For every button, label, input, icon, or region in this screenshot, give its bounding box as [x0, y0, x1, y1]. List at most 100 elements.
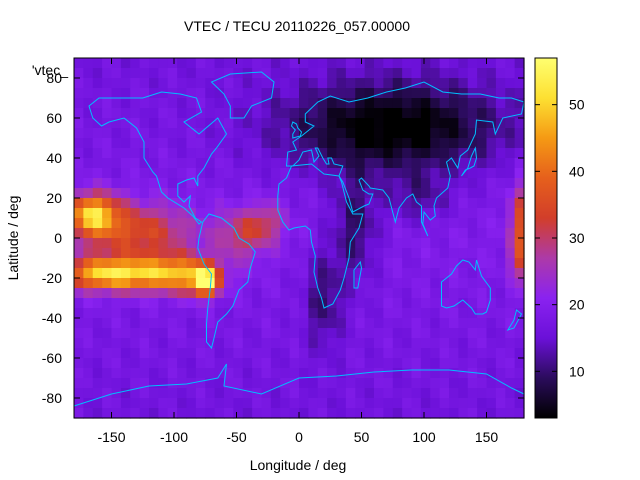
- heatmap-cell: [111, 178, 122, 189]
- heatmap-cell: [252, 398, 263, 409]
- heatmap-cell: [177, 298, 188, 309]
- heatmap-cell: [111, 218, 122, 229]
- heatmap-cell: [364, 408, 375, 419]
- heatmap-cell: [111, 168, 122, 179]
- heatmap-cell: [308, 208, 319, 219]
- heatmap-cell: [317, 88, 328, 99]
- heatmap-cell: [130, 338, 141, 349]
- heatmap-cell: [458, 58, 469, 69]
- heatmap-cell: [92, 108, 103, 119]
- heatmap-cell: [477, 158, 488, 169]
- heatmap-cell: [392, 388, 403, 399]
- colorbar-tick-label: 20: [569, 297, 585, 313]
- heatmap-cell: [224, 88, 234, 99]
- heatmap-cell: [195, 98, 206, 109]
- heatmap-cell: [449, 148, 459, 159]
- heatmap-cell: [299, 348, 309, 359]
- heatmap-cell: [430, 58, 441, 69]
- heatmap-cell: [224, 188, 234, 199]
- heatmap-cell: [477, 148, 488, 159]
- heatmap-cell: [420, 88, 431, 99]
- heatmap-cell: [402, 258, 413, 269]
- heatmap-cell: [402, 278, 413, 289]
- heatmap-cell: [111, 308, 122, 319]
- heatmap-cell: [120, 218, 131, 229]
- heatmap-cell: [186, 348, 197, 359]
- heatmap-cell: [224, 408, 234, 419]
- heatmap-cell: [383, 88, 394, 99]
- heatmap-cell: [411, 288, 422, 299]
- heatmap-cell: [383, 258, 394, 269]
- heatmap-cell: [392, 398, 403, 409]
- heatmap-cell: [139, 328, 150, 339]
- heatmap-cell: [327, 328, 338, 339]
- heatmap-cell: [458, 358, 469, 369]
- heatmap-cell: [317, 248, 328, 259]
- heatmap-cell: [111, 248, 122, 259]
- heatmap-cell: [130, 258, 141, 269]
- heatmap-cell: [514, 268, 525, 279]
- heatmap-cell: [364, 188, 375, 199]
- heatmap-cell: [495, 148, 506, 159]
- heatmap-cell: [299, 258, 309, 269]
- heatmap-cell: [102, 398, 113, 409]
- heatmap-cell: [374, 148, 384, 159]
- heatmap-cell: [449, 388, 459, 399]
- heatmap-cell: [345, 78, 356, 89]
- heatmap-cell: [420, 68, 431, 79]
- heatmap-cell: [139, 98, 150, 109]
- heatmap-cell: [374, 388, 384, 399]
- heatmap-cell: [355, 288, 366, 299]
- heatmap-cell: [439, 238, 450, 249]
- heatmap-cell: [430, 138, 441, 149]
- heatmap-cell: [139, 108, 150, 119]
- heatmap-cell: [83, 278, 94, 289]
- colorbar-tick-label: 40: [569, 163, 585, 179]
- heatmap-cell: [467, 128, 478, 139]
- heatmap-cell: [364, 338, 375, 349]
- heatmap-cell: [299, 118, 309, 129]
- heatmap-cell: [102, 188, 113, 199]
- heatmap-cell: [383, 278, 394, 289]
- heatmap-cell: [158, 388, 169, 399]
- heatmap-cell: [224, 58, 234, 69]
- heatmap-cell: [505, 268, 516, 279]
- heatmap-cell: [430, 118, 441, 129]
- heatmap-cell: [139, 268, 150, 279]
- heatmap-cell: [242, 98, 253, 109]
- heatmap-cell: [205, 88, 216, 99]
- heatmap-cell: [467, 308, 478, 319]
- heatmap-cell: [224, 338, 234, 349]
- heatmap-cell: [420, 318, 431, 329]
- heatmap-cell: [167, 108, 178, 119]
- heatmap-cell: [224, 128, 234, 139]
- heatmap-cell: [449, 288, 459, 299]
- heatmap-cell: [92, 228, 103, 239]
- heatmap-cell: [392, 148, 403, 159]
- x-tick-label: -100: [160, 429, 188, 445]
- heatmap-cell: [467, 368, 478, 379]
- heatmap-cell: [505, 218, 516, 229]
- heatmap-cell: [252, 158, 263, 169]
- heatmap-cell: [224, 368, 234, 379]
- heatmap-cell: [214, 148, 225, 159]
- heatmap-cell: [420, 258, 431, 269]
- heatmap-cell: [402, 298, 413, 309]
- heatmap-cell: [364, 308, 375, 319]
- heatmap-cell: [289, 298, 300, 309]
- heatmap-cell: [111, 98, 122, 109]
- heatmap-cell: [214, 128, 225, 139]
- heatmap-cell: [149, 388, 159, 399]
- heatmap-cell: [158, 108, 169, 119]
- heatmap-cell: [336, 288, 347, 299]
- heatmap-cell: [505, 298, 516, 309]
- heatmap-cell: [317, 288, 328, 299]
- heatmap-cell: [186, 128, 197, 139]
- heatmap-cell: [149, 348, 159, 359]
- heatmap-cell: [130, 168, 141, 179]
- heatmap-cell: [186, 78, 197, 89]
- heatmap-cell: [205, 338, 216, 349]
- heatmap-cell: [364, 148, 375, 159]
- heatmap-cell: [392, 188, 403, 199]
- heatmap-cell: [270, 188, 281, 199]
